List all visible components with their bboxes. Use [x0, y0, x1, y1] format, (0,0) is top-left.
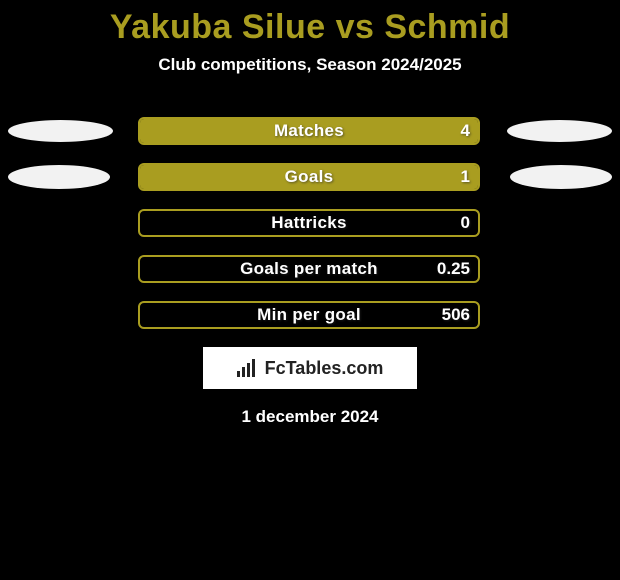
- stat-label: Min per goal: [140, 303, 478, 327]
- stat-bar: Goals per match0.25: [138, 255, 480, 283]
- stat-label: Goals: [140, 165, 478, 189]
- stat-value: 0.25: [437, 257, 470, 281]
- bar-row: Matches4: [0, 117, 620, 145]
- logo-text: FcTables.com: [265, 358, 384, 379]
- stat-bar: Hattricks0: [138, 209, 480, 237]
- logo: FcTables.com: [237, 358, 384, 379]
- bars-container: Matches4Goals1Hattricks0Goals per match0…: [0, 117, 620, 329]
- bar-row: Min per goal506: [0, 301, 620, 329]
- stat-bar: Matches4: [138, 117, 480, 145]
- stat-label: Goals per match: [140, 257, 478, 281]
- bar-row: Goals1: [0, 163, 620, 191]
- stat-label: Hattricks: [140, 211, 478, 235]
- bar-row: Goals per match0.25: [0, 255, 620, 283]
- page-title: Yakuba Silue vs Schmid: [0, 8, 620, 47]
- decorative-ellipse: [507, 120, 612, 142]
- stat-bar: Goals1: [138, 163, 480, 191]
- decorative-ellipse: [8, 120, 113, 142]
- decorative-ellipse: [8, 165, 110, 189]
- page-subtitle: Club competitions, Season 2024/2025: [0, 55, 620, 75]
- date-text: 1 december 2024: [0, 407, 620, 427]
- bar-chart-icon: [237, 359, 259, 377]
- stat-label: Matches: [140, 119, 478, 143]
- stat-value: 1: [461, 165, 470, 189]
- stat-value: 0: [461, 211, 470, 235]
- logo-box[interactable]: FcTables.com: [203, 347, 417, 389]
- stat-value: 506: [442, 303, 470, 327]
- stat-bar: Min per goal506: [138, 301, 480, 329]
- bar-row: Hattricks0: [0, 209, 620, 237]
- decorative-ellipse: [510, 165, 612, 189]
- stat-value: 4: [461, 119, 470, 143]
